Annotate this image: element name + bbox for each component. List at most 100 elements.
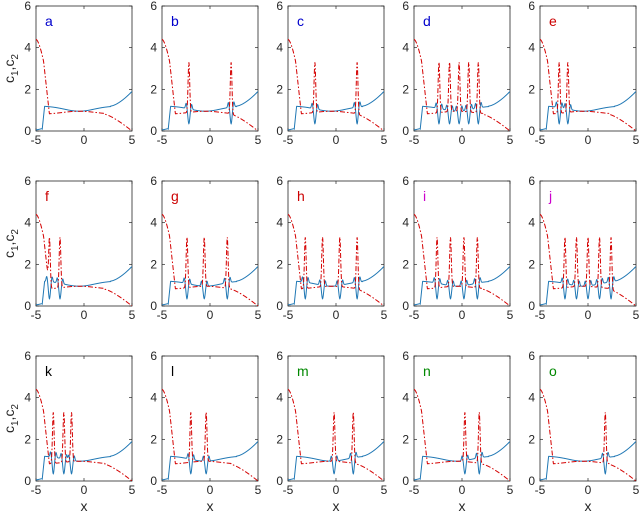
y-tick-label: 0 (402, 124, 409, 138)
y-tick-label: 2 (150, 82, 157, 96)
axes-box (413, 5, 511, 132)
x-tick-label: 0 (459, 308, 466, 322)
axes-box (161, 180, 259, 307)
y-tick-label: 4 (276, 216, 283, 230)
series-c2-line (36, 388, 132, 481)
y-tick-label: 4 (150, 216, 157, 230)
y-tick-label: 0 (528, 474, 535, 488)
x-tick-label: -5 (535, 483, 546, 497)
x-tick-label: 5 (255, 133, 262, 147)
y-tick-label: 0 (150, 299, 157, 313)
x-tick-label: 5 (255, 308, 262, 322)
y-tick-label: 2 (402, 432, 409, 446)
panel-label: i (423, 188, 426, 204)
y-tick-label: 4 (150, 41, 157, 55)
y-tick-label: 0 (150, 474, 157, 488)
x-axis-label: x (459, 498, 466, 514)
y-tick-label: 4 (24, 216, 31, 230)
y-tick-label: 2 (528, 82, 535, 96)
panel-label: l (171, 363, 174, 379)
x-tick-label: 5 (381, 308, 388, 322)
x-axis-label: x (585, 498, 592, 514)
x-tick-label: 0 (207, 483, 214, 497)
y-tick-label: 4 (24, 391, 31, 405)
series-c1-line (162, 441, 258, 481)
axes-box (287, 5, 385, 132)
x-tick-label: -5 (157, 308, 168, 322)
y-tick-label: 4 (402, 391, 409, 405)
x-tick-label: -5 (409, 133, 420, 147)
x-tick-label: 5 (129, 133, 136, 147)
y-tick-label: 6 (150, 174, 157, 188)
series-c1-line (540, 266, 636, 306)
x-tick-label: -5 (283, 483, 294, 497)
x-tick-label: -5 (535, 133, 546, 147)
axes-box (161, 5, 259, 132)
y-tick-label: 2 (150, 257, 157, 271)
series-c2-line (540, 38, 636, 131)
x-tick-label: -5 (157, 133, 168, 147)
x-tick-label: -5 (31, 308, 42, 322)
x-tick-label: 5 (381, 133, 388, 147)
panel-label: h (297, 188, 305, 204)
x-tick-label: 0 (333, 133, 340, 147)
y-tick-label: 2 (150, 432, 157, 446)
series-c2-line (414, 213, 510, 306)
y-tick-label: 6 (24, 349, 31, 363)
panel-label: k (45, 363, 53, 379)
y-tick-label: 2 (24, 257, 31, 271)
panel-label: e (549, 13, 557, 29)
axes-box (539, 355, 637, 482)
x-tick-label: 5 (255, 483, 262, 497)
series-c1-line (162, 266, 258, 306)
y-axis-label: c1,c2 (1, 54, 21, 83)
panel-label: o (549, 363, 557, 379)
panel-label: j (548, 188, 552, 204)
x-tick-label: -5 (535, 308, 546, 322)
x-tick-label: 5 (129, 483, 136, 497)
x-tick-label: -5 (31, 483, 42, 497)
y-tick-label: 2 (276, 257, 283, 271)
y-tick-label: 0 (276, 474, 283, 488)
panel-label: g (171, 188, 179, 204)
panel-label: f (45, 188, 49, 204)
y-tick-label: 4 (528, 41, 535, 55)
y-tick-label: 6 (528, 0, 535, 13)
panel-label: d (423, 13, 431, 29)
y-tick-label: 6 (276, 0, 283, 13)
series-c1-line (162, 91, 258, 131)
x-tick-label: -5 (409, 308, 420, 322)
x-tick-label: 0 (81, 133, 88, 147)
y-tick-label: 4 (24, 41, 31, 55)
panel-label: b (171, 13, 179, 29)
series-c2-line (288, 213, 384, 306)
y-tick-label: 0 (276, 299, 283, 313)
y-tick-label: 4 (276, 391, 283, 405)
series-c1-line (540, 441, 636, 481)
y-tick-label: 6 (24, 174, 31, 188)
y-tick-label: 6 (402, 349, 409, 363)
y-tick-label: 2 (402, 82, 409, 96)
x-tick-label: 5 (507, 308, 514, 322)
series-c1-line (288, 91, 384, 131)
x-tick-label: 0 (585, 308, 592, 322)
x-tick-label: -5 (157, 483, 168, 497)
x-tick-label: 5 (633, 308, 640, 322)
x-tick-label: 0 (585, 133, 592, 147)
x-tick-label: 0 (333, 308, 340, 322)
y-tick-label: 6 (150, 0, 157, 13)
axes-box (35, 5, 133, 132)
y-tick-label: 6 (402, 0, 409, 13)
series-c2-line (162, 38, 258, 131)
x-tick-label: 0 (585, 483, 592, 497)
